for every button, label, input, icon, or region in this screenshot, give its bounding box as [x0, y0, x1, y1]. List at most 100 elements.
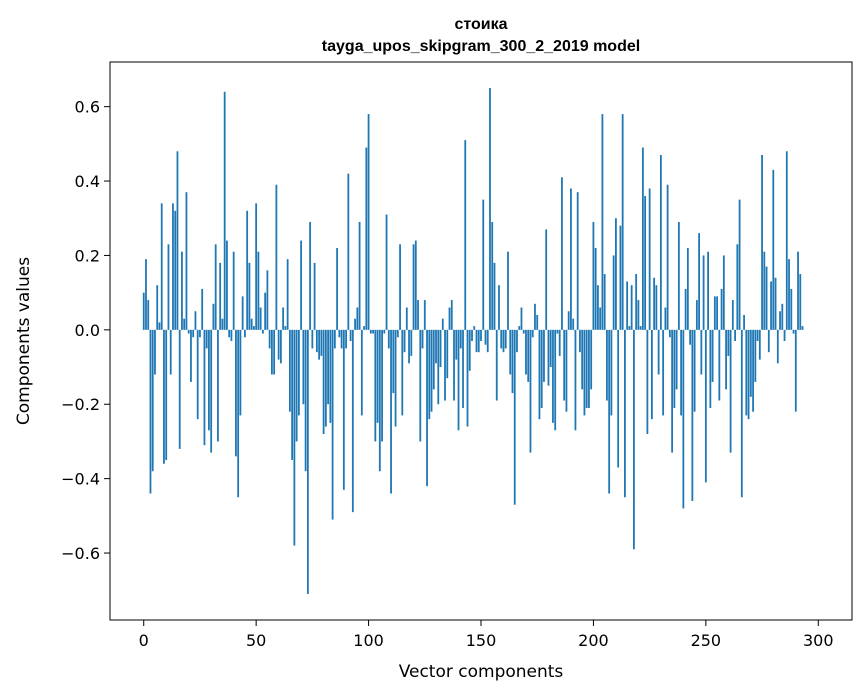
bar-67 — [293, 329, 296, 546]
bar-19 — [185, 192, 188, 330]
bar-42 — [237, 329, 240, 498]
bar-35 — [221, 318, 224, 330]
bar-288 — [790, 288, 793, 330]
bar-62 — [282, 307, 285, 330]
bar-131 — [437, 329, 440, 405]
bar-282 — [776, 329, 779, 364]
bar-139 — [455, 329, 458, 360]
x-tick-label: 0 — [139, 631, 149, 650]
bar-270 — [749, 329, 752, 397]
y-tick-label: 0.6 — [75, 98, 100, 117]
bar-109 — [387, 329, 390, 349]
bar-280 — [772, 169, 775, 330]
bar-5 — [154, 329, 156, 375]
bar-231 — [662, 329, 665, 416]
bar-7 — [158, 322, 161, 330]
bar-60 — [277, 329, 280, 360]
bar-255 — [716, 296, 718, 330]
bar-224 — [646, 329, 649, 434]
bar-23 — [194, 311, 197, 330]
bar-13 — [172, 203, 174, 330]
bar-125 — [423, 300, 426, 330]
bar-264 — [736, 244, 739, 330]
bar-129 — [432, 329, 435, 390]
bar-168 — [520, 307, 523, 330]
bar-269 — [747, 329, 750, 420]
bar-204 — [601, 114, 604, 330]
bar-163 — [509, 329, 512, 375]
bar-100 — [367, 114, 370, 330]
bar-133 — [441, 318, 444, 330]
bar-106 — [381, 329, 383, 442]
bar-124 — [421, 329, 424, 349]
bar-43 — [239, 329, 242, 416]
bar-127 — [428, 329, 431, 420]
bar-121 — [414, 240, 417, 330]
bar-235 — [671, 329, 674, 453]
bar-214 — [624, 329, 626, 498]
bar-263 — [734, 329, 736, 341]
bar-201 — [594, 248, 597, 330]
bar-223 — [644, 195, 647, 330]
bar-292 — [799, 274, 802, 330]
bar-29 — [208, 329, 210, 431]
bar-183 — [554, 329, 557, 431]
bar-103 — [374, 329, 377, 442]
bar-2 — [147, 300, 150, 330]
bar-239 — [680, 329, 683, 416]
bar-61 — [279, 329, 282, 364]
bar-205 — [603, 274, 606, 330]
bar-178 — [543, 329, 545, 382]
bar-279 — [770, 281, 772, 330]
bar-117 — [405, 307, 408, 330]
bar-145 — [468, 329, 471, 371]
y-axis-label: Components values — [14, 257, 34, 425]
bar-148 — [475, 329, 478, 353]
bar-54 — [264, 292, 267, 330]
bar-271 — [752, 329, 754, 412]
bar-187 — [563, 329, 566, 401]
bar-177 — [540, 329, 543, 408]
bar-65 — [288, 329, 291, 412]
bar-186 — [561, 177, 563, 330]
bar-199 — [590, 329, 593, 390]
bar-85 — [333, 329, 336, 349]
bar-250 — [704, 329, 707, 483]
bar-219 — [635, 274, 638, 330]
bar-259 — [725, 329, 727, 390]
bar-245 — [693, 329, 696, 412]
bar-252 — [709, 329, 712, 408]
bar-49 — [253, 326, 255, 330]
bar-113 — [396, 329, 399, 338]
bar-122 — [417, 300, 419, 330]
bar-107 — [383, 329, 386, 334]
bar-151 — [482, 199, 485, 330]
bar-286 — [785, 151, 788, 330]
bar-128 — [430, 329, 433, 412]
bar-166 — [516, 329, 518, 353]
bar-3 — [149, 329, 152, 494]
bar-221 — [639, 326, 642, 330]
bar-180 — [547, 329, 550, 386]
bar-172 — [529, 329, 532, 453]
bar-101 — [369, 329, 372, 334]
bar-265 — [738, 199, 741, 330]
bar-248 — [700, 329, 703, 375]
bar-190 — [570, 188, 572, 330]
bar-228 — [655, 285, 658, 330]
bar-138 — [453, 329, 455, 401]
x-tick-label: 50 — [246, 631, 266, 650]
bar-157 — [495, 329, 498, 401]
bar-149 — [477, 329, 480, 353]
bar-267 — [743, 314, 745, 330]
bar-243 — [689, 329, 692, 345]
y-tick-label: −0.4 — [61, 470, 100, 489]
bar-44 — [241, 296, 244, 330]
bar-102 — [372, 329, 374, 334]
bar-241 — [684, 288, 687, 330]
bar-82 — [327, 329, 329, 405]
bar-164 — [511, 329, 514, 394]
bar-123 — [419, 329, 422, 442]
y-tick-label: 0.4 — [75, 172, 100, 191]
